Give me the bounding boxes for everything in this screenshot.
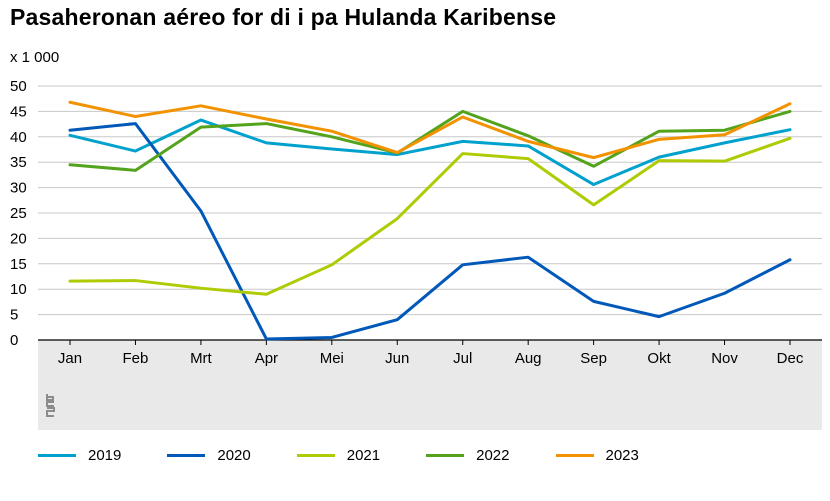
x-tick-label: Dec — [777, 350, 804, 367]
series-2019 — [68, 118, 792, 187]
y-tick-label: 20 — [10, 230, 27, 247]
x-axis-ticks: Jan Feb Mrt Apr Mei Jun Jul Aug Sep Okt Nov Dec — [58, 340, 804, 367]
x-tick-label: Apr — [255, 350, 278, 367]
legend-swatch — [167, 454, 206, 457]
legend-label: 2023 — [605, 447, 639, 464]
lower-band — [38, 340, 822, 430]
y-tick-label: 35 — [10, 154, 27, 171]
legend-item-2021: 2021 — [296, 447, 381, 464]
y-tick-label: 50 — [10, 78, 27, 95]
legend-swatch — [426, 454, 465, 457]
series-line-2021 — [68, 136, 792, 296]
x-tick-label: Mrt — [190, 350, 212, 367]
x-tick-label: Mei — [320, 350, 344, 367]
y-tick-label: 15 — [10, 256, 27, 273]
series-2022 — [68, 109, 792, 172]
x-tick-label: Sep — [580, 350, 607, 367]
x-tick-label: Okt — [647, 350, 671, 367]
y-tick-label: 5 — [10, 307, 18, 324]
unit-label: x 1 000 — [10, 49, 59, 66]
x-tick-label: Feb — [123, 350, 149, 367]
legend-swatch — [555, 454, 594, 457]
legend-label: 2021 — [346, 447, 381, 464]
legend-swatch — [38, 454, 76, 457]
legend-item-2019: 2019 — [38, 447, 121, 464]
legend-item-2020: 2020 — [167, 447, 251, 464]
series-line-2019 — [68, 118, 792, 187]
y-tick-label: 30 — [10, 180, 27, 197]
series-line-2023 — [68, 100, 792, 160]
y-axis-ticks: 0 5 10 15 20 25 30 35 40 45 50 — [10, 78, 27, 349]
legend-label: 2020 — [217, 447, 251, 464]
y-tick-label: 10 — [10, 281, 27, 298]
x-tick-label: Nov — [711, 350, 738, 367]
legend: 2019 2020 2021 2022 2023 — [38, 447, 685, 464]
series-2020 — [68, 122, 792, 341]
chart-title: Pasaheronan aéreo for di i pa Hulanda Ka… — [10, 4, 557, 30]
y-tick-label: 25 — [10, 205, 27, 222]
legend-item-2022: 2022 — [426, 447, 510, 464]
legend-item-2023: 2023 — [555, 447, 639, 464]
series-line-2022 — [68, 109, 792, 172]
cbs-logo: cbs — [44, 392, 55, 417]
legend-label: 2019 — [88, 447, 122, 464]
y-tick-label: 40 — [10, 129, 27, 146]
x-tick-label: Jan — [58, 350, 82, 367]
series-lines — [68, 100, 792, 341]
x-tick-label: Aug — [515, 350, 542, 367]
y-tick-label: 0 — [10, 332, 18, 349]
legend-swatch — [296, 454, 335, 457]
series-2023 — [68, 100, 792, 160]
legend-label: 2022 — [476, 447, 510, 464]
logo-text: cbs — [44, 392, 46, 393]
y-tick-label: 45 — [10, 103, 27, 120]
x-tick-label: Jun — [385, 350, 409, 367]
series-line-2020 — [68, 122, 792, 341]
series-2021 — [68, 136, 792, 296]
x-tick-label: Jul — [453, 350, 472, 367]
